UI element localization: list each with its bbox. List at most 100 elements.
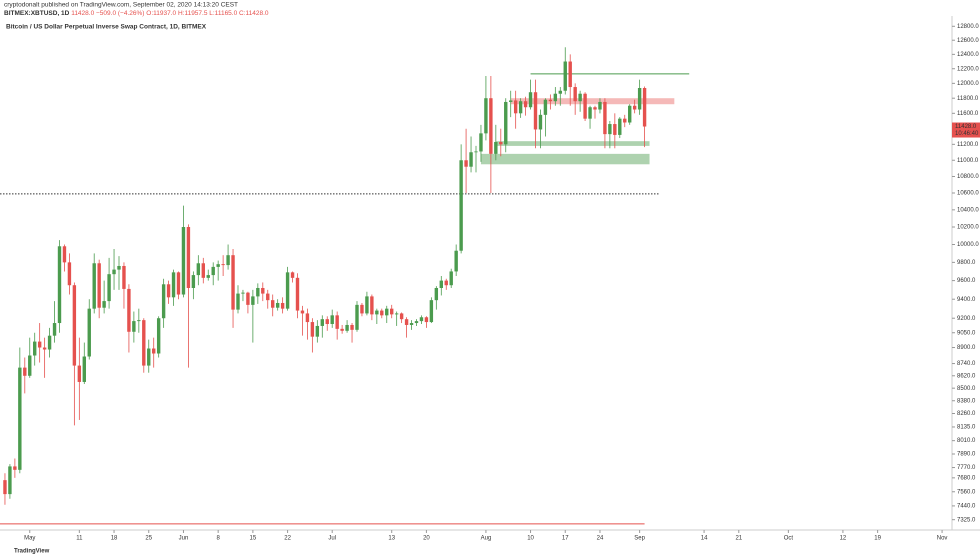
candle-body xyxy=(77,365,82,382)
candle-body xyxy=(266,293,270,301)
x-tick-label: 17 xyxy=(562,536,569,542)
y-tick-label: 8900.0 xyxy=(957,345,976,351)
candle-body xyxy=(583,93,587,119)
y-tick-label: 9800.0 xyxy=(957,260,976,266)
candle-body xyxy=(186,227,191,288)
countdown: 10:46:40 xyxy=(955,131,979,137)
candle-body xyxy=(593,107,597,110)
candle-body xyxy=(206,275,210,278)
candle-body xyxy=(404,319,409,325)
candle-body xyxy=(573,87,577,102)
candle-body xyxy=(394,313,399,315)
candle-body xyxy=(127,288,131,332)
candle-body xyxy=(176,272,181,295)
y-tick-label: 7680.0 xyxy=(957,475,976,481)
candle-body xyxy=(474,151,478,153)
zone xyxy=(495,141,650,146)
candle-body xyxy=(246,292,250,305)
x-tick-label: 14 xyxy=(701,536,708,542)
candle-body xyxy=(102,301,106,308)
symbol: BITMEX:XBTUSD, 1D xyxy=(4,10,70,17)
candle-body xyxy=(300,310,305,314)
candle-body xyxy=(87,308,91,357)
y-tick-label: 11800.0 xyxy=(957,96,979,102)
candle-body xyxy=(320,319,324,326)
y-tick-label: 8135.0 xyxy=(957,425,976,431)
candle-body xyxy=(231,255,235,310)
y-tick-label: 12800.0 xyxy=(957,24,979,30)
candle-body xyxy=(8,466,12,495)
x-tick-label: May xyxy=(24,536,35,542)
x-tick-label: Jun xyxy=(179,536,189,542)
candle-body xyxy=(310,322,315,337)
candle-body xyxy=(414,321,419,324)
candle-body xyxy=(365,296,369,314)
footer-logo: TradingView xyxy=(14,549,50,555)
y-tick-label: 10200.0 xyxy=(957,225,979,231)
candle-body xyxy=(201,263,205,278)
candle-body xyxy=(429,300,434,323)
candle-body xyxy=(518,101,523,114)
x-tick-label: 25 xyxy=(145,536,152,542)
candle-body xyxy=(459,160,463,251)
candle-body xyxy=(132,321,136,332)
candle-body xyxy=(18,367,22,470)
publisher: cryptodonalt published on TradingView.co… xyxy=(4,2,238,9)
candle-body xyxy=(241,292,245,294)
y-tick-label: 8500.0 xyxy=(957,386,976,392)
x-tick-label: 18 xyxy=(111,536,118,542)
candle-body xyxy=(221,264,225,266)
candle-body xyxy=(226,255,230,266)
candle-body xyxy=(67,262,72,286)
y-tick-label: 9050.0 xyxy=(957,330,976,336)
candle-body xyxy=(122,265,126,289)
x-tick-label: Aug xyxy=(481,536,492,542)
candle-body xyxy=(355,304,359,330)
y-tick-label: 8380.0 xyxy=(957,398,976,404)
symbol-line: BITMEX:XBTUSD, 1D 11428.0 −509.0 (−4.26%… xyxy=(4,10,269,17)
candle-body xyxy=(370,296,374,315)
candle-body xyxy=(568,61,572,88)
candle-body xyxy=(608,124,612,135)
candle-body xyxy=(434,287,439,301)
candle-body xyxy=(464,160,468,167)
candle-body xyxy=(563,61,567,91)
candle-body xyxy=(424,317,429,323)
zone xyxy=(480,153,650,165)
candle-body xyxy=(499,141,503,145)
x-tick-label: 12 xyxy=(840,536,847,542)
candle-body xyxy=(3,480,7,495)
y-tick-label: 11000.0 xyxy=(957,158,979,164)
x-tick-label: 8 xyxy=(216,536,220,542)
y-tick-label: 8620.0 xyxy=(957,373,976,379)
y-tick-label: 11200.0 xyxy=(957,142,979,148)
candle-body xyxy=(340,328,344,331)
x-tick-label: 22 xyxy=(284,536,291,542)
candle-body xyxy=(449,271,453,286)
candle-body xyxy=(271,300,275,308)
candle-body xyxy=(553,93,558,102)
candle-body xyxy=(57,246,62,324)
last-price-box xyxy=(952,122,980,138)
y-tick-label: 12200.0 xyxy=(957,66,979,72)
candle-body xyxy=(236,293,240,310)
candle-body xyxy=(107,274,111,302)
candle-body xyxy=(380,310,384,316)
candle-body xyxy=(23,367,27,376)
candle-body xyxy=(161,284,166,319)
x-tick-label: Jul xyxy=(328,536,336,542)
candle-body xyxy=(62,246,67,263)
candle-body xyxy=(548,99,553,102)
candle-body xyxy=(598,101,602,110)
candle-body xyxy=(28,355,32,376)
candle-body xyxy=(285,272,290,309)
candle-body xyxy=(628,105,632,123)
y-tick-label: 10600.0 xyxy=(957,191,979,197)
candle-body xyxy=(117,265,121,270)
candle-body xyxy=(509,100,513,102)
y-tick-label: 8260.0 xyxy=(957,411,976,417)
candle-body xyxy=(484,98,488,134)
candle-body xyxy=(469,152,473,167)
y-tick-label: 7325.0 xyxy=(957,517,976,523)
